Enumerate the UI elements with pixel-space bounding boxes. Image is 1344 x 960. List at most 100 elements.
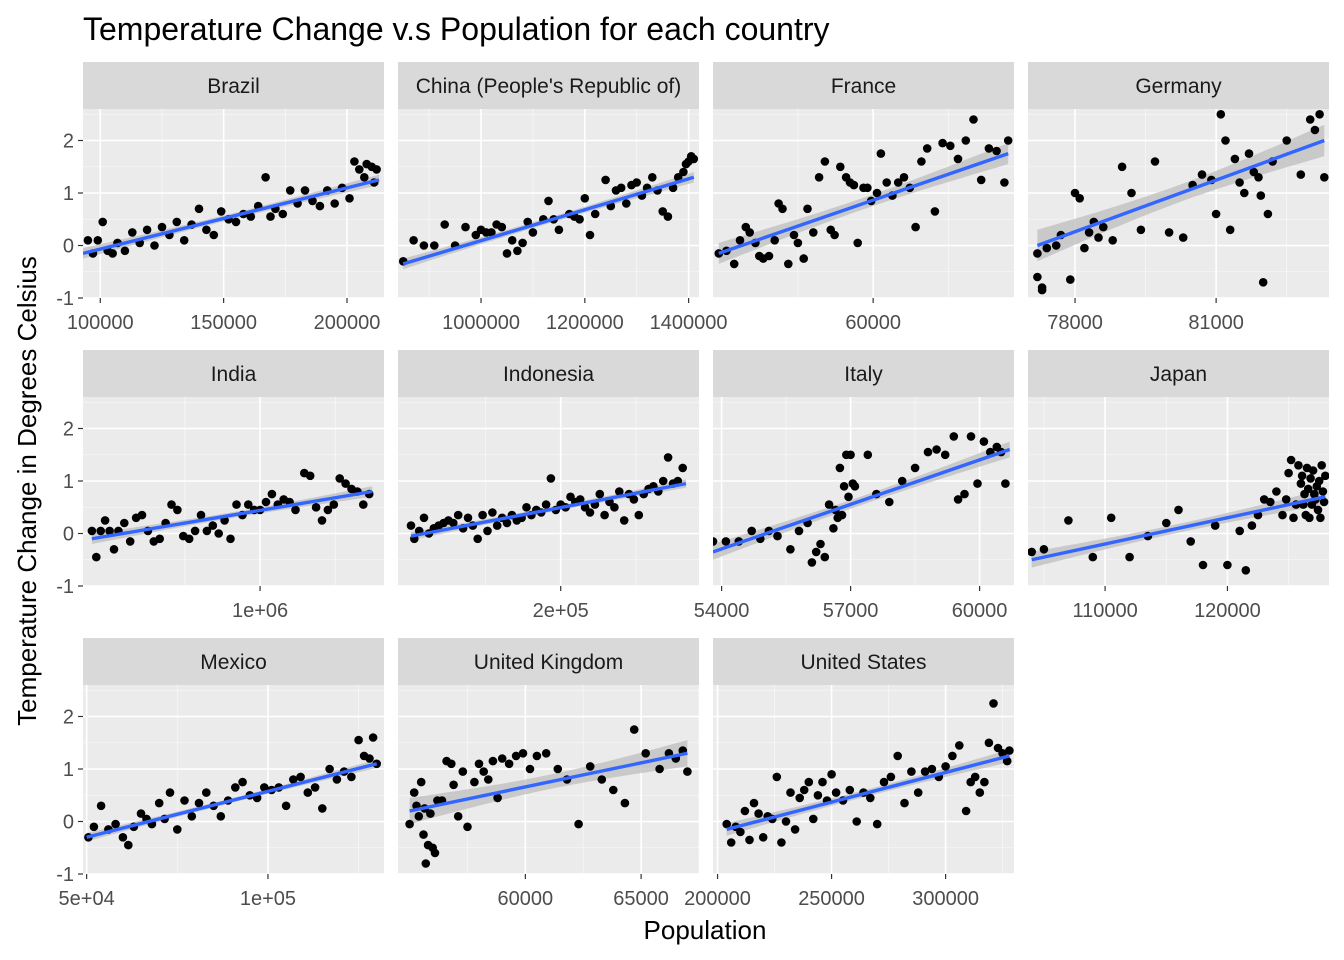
data-point (866, 793, 875, 803)
data-point (923, 447, 933, 457)
data-point (938, 138, 947, 148)
x-tick-label: 60000 (845, 312, 901, 334)
data-point (1178, 233, 1188, 242)
data-point (849, 180, 859, 190)
data-point (473, 534, 483, 544)
data-point (1186, 537, 1195, 546)
data-point (487, 228, 496, 237)
data-point (575, 215, 584, 224)
data-point (1241, 566, 1251, 575)
data-point (922, 144, 932, 153)
chart-title: Temperature Change v.s Population for ea… (83, 11, 830, 47)
data-point (830, 230, 839, 240)
y-tick-label: 1 (63, 471, 74, 493)
data-point (764, 251, 774, 261)
data-point (266, 212, 275, 221)
data-point (1305, 513, 1314, 523)
data-point (809, 228, 818, 237)
data-point (1296, 479, 1306, 488)
data-point (317, 516, 327, 525)
facet-strip (83, 638, 384, 685)
data-point (1314, 476, 1324, 486)
data-point (216, 207, 226, 216)
data-point (202, 526, 212, 536)
data-point (595, 489, 605, 499)
x-tick-label: 1000000 (442, 312, 520, 334)
data-point (341, 479, 350, 488)
data-point (629, 495, 639, 504)
data-point (108, 249, 117, 258)
data-point (1210, 521, 1220, 530)
trend-line (410, 481, 687, 538)
data-point (966, 432, 976, 441)
y-tick-label: 2 (63, 707, 74, 729)
data-point (463, 513, 473, 523)
data-point (504, 759, 514, 769)
data-point (1305, 115, 1315, 124)
data-point (882, 178, 891, 187)
panel-plot-area (84, 733, 382, 850)
data-point (813, 791, 823, 800)
data-point (940, 450, 950, 460)
x-tick-label: 300000 (912, 888, 979, 910)
data-point (546, 474, 556, 483)
data-point (470, 777, 479, 787)
data-point (872, 188, 882, 198)
data-point (930, 207, 940, 216)
trend-line (718, 152, 1009, 255)
data-point (1000, 178, 1009, 187)
data-point (953, 495, 963, 504)
data-point (778, 204, 787, 214)
data-point (745, 228, 754, 237)
data-point (816, 539, 825, 549)
data-point (421, 859, 431, 868)
data-point (1318, 487, 1328, 496)
data-point (1127, 188, 1136, 198)
data-point (483, 526, 492, 536)
data-point (818, 777, 827, 787)
data-point (973, 479, 982, 488)
data-point (1080, 243, 1089, 253)
data-point (128, 228, 137, 237)
data-point (479, 767, 489, 776)
data-point (673, 173, 683, 182)
data-point (1197, 170, 1207, 179)
data-point (1296, 170, 1306, 179)
data-point (315, 201, 325, 211)
y-tick-label: 2 (63, 131, 74, 153)
data-point (1294, 461, 1303, 470)
data-point (1051, 241, 1061, 250)
data-point (1235, 178, 1244, 187)
data-point (194, 204, 204, 214)
data-point (291, 505, 300, 515)
data-point (837, 510, 847, 520)
data-point (310, 783, 320, 792)
data-point (663, 453, 673, 462)
y-tick-label: -1 (56, 864, 74, 886)
data-point (927, 764, 937, 774)
data-point (1310, 125, 1320, 135)
x-tick-label: 5e+04 (59, 888, 115, 910)
data-point (807, 558, 817, 567)
data-point (458, 767, 468, 776)
data-point (523, 217, 532, 227)
data-point (278, 209, 288, 219)
data-point (1162, 518, 1171, 528)
data-point (1221, 136, 1230, 145)
data-point (1317, 461, 1326, 470)
data-point (1266, 497, 1275, 507)
data-point (1002, 756, 1012, 766)
data-point (585, 762, 595, 771)
data-point (900, 798, 909, 808)
y-tick-label: 1 (63, 183, 74, 205)
data-point (553, 764, 563, 774)
data-point (799, 254, 808, 263)
data-point (781, 817, 791, 826)
data-point (488, 756, 498, 766)
data-point (354, 735, 363, 745)
data-point (829, 524, 838, 533)
data-point (1198, 560, 1208, 570)
data-point (984, 738, 994, 748)
data-point (447, 759, 456, 769)
data-point (150, 241, 159, 250)
